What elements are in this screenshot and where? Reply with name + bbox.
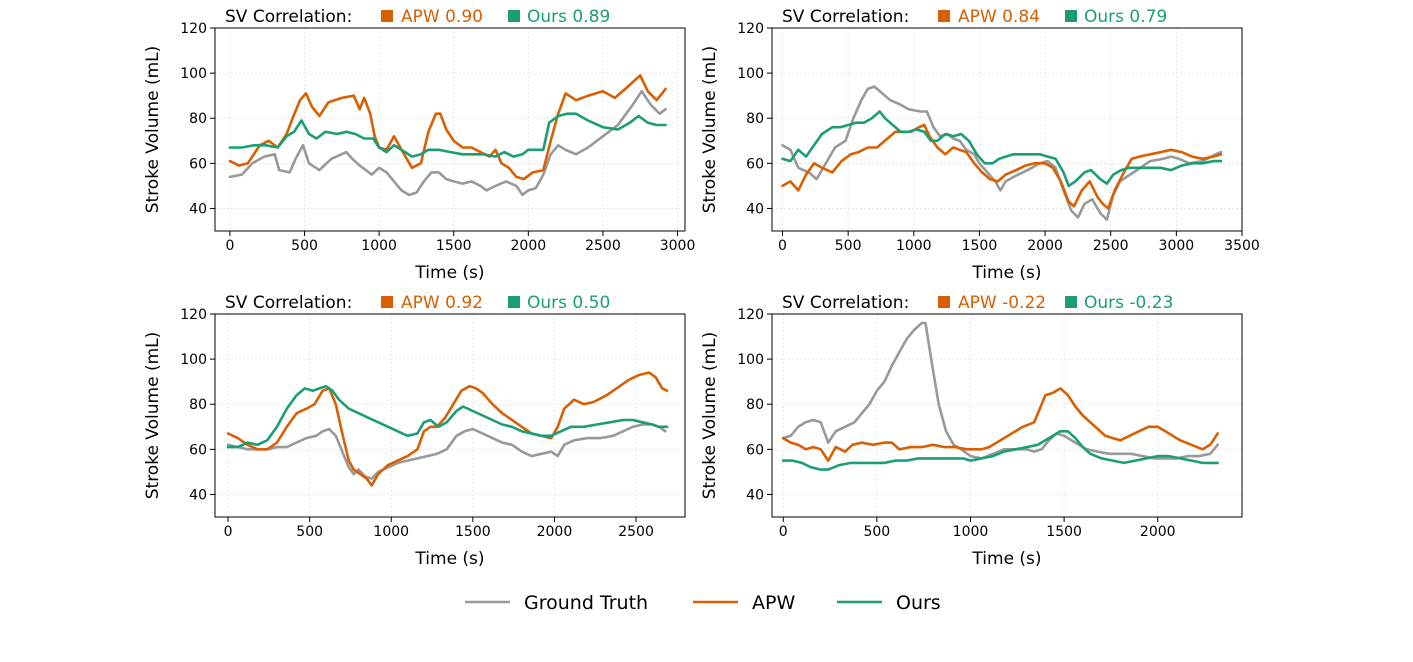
x-tick-label: 2500 (585, 238, 621, 254)
ours-corr-value: Ours 0.79 (1084, 7, 1167, 27)
x-axis-label: Time (s) (414, 549, 484, 569)
axes-frame (214, 27, 686, 232)
series-line-apw (781, 387, 1219, 462)
y-tick-label: 60 (189, 156, 207, 172)
y-axis-label: Stroke Volume (mL) (143, 332, 163, 500)
y-tick-label: 40 (189, 201, 207, 217)
ours-corr-value: Ours -0.23 (1084, 293, 1173, 313)
x-axis-label: Time (s) (971, 549, 1041, 569)
x-tick-label: 2500 (618, 524, 654, 540)
x-axis-label: Time (s) (971, 263, 1041, 283)
corr-title: SV Correlation: (225, 7, 352, 27)
x-tick-label: 0 (779, 524, 788, 540)
x-tick-label: 3000 (1159, 238, 1195, 254)
series-line-gt (226, 423, 667, 480)
y-tick-label: 60 (746, 442, 764, 458)
series-line-ours (781, 110, 1223, 188)
y-axis-label: Stroke Volume (mL) (700, 46, 720, 214)
x-tick-label: 1000 (373, 524, 409, 540)
y-axis-label: Stroke Volume (mL) (700, 332, 720, 500)
x-tick-label: 1500 (1046, 524, 1082, 540)
ours-marker-square (1065, 296, 1077, 308)
x-tick-label: 0 (225, 238, 234, 254)
apw-corr-value: APW 0.92 (401, 293, 483, 313)
panel-1: 0 500 1000 1500 2000 2500 3000 40 60 80 100 120 Time… (143, 7, 695, 283)
x-tick-label: 500 (835, 238, 862, 254)
ours-corr-value: Ours 0.89 (527, 7, 610, 27)
y-tick-label: 60 (189, 442, 207, 458)
y-axis-label: Stroke Volume (mL) (143, 46, 163, 214)
x-tick-label: 2000 (1140, 524, 1176, 540)
apw-marker-square (938, 10, 950, 22)
x-tick-label: 500 (296, 524, 323, 540)
y-tick-label: 80 (189, 111, 207, 127)
axes-frame (771, 27, 1243, 232)
y-tick-label: 40 (189, 487, 207, 503)
y-tick-label: 100 (737, 66, 764, 82)
series-line-apw (228, 74, 667, 181)
apw-marker-square (381, 296, 393, 308)
apw-marker-square (381, 10, 393, 22)
corr-title: SV Correlation: (225, 293, 352, 313)
x-tick-label: 2000 (511, 238, 547, 254)
x-tick-label: 1500 (436, 238, 472, 254)
x-tick-label: 3500 (1224, 238, 1260, 254)
y-tick-label: 60 (746, 156, 764, 172)
ours-corr-value: Ours 0.50 (527, 293, 610, 313)
apw-corr-value: APW 0.90 (401, 7, 483, 27)
x-tick-label: 500 (863, 524, 890, 540)
x-tick-label: 1000 (953, 524, 989, 540)
series-line-apw (226, 371, 669, 487)
axes-frame (214, 313, 686, 518)
x-tick-label: 1000 (361, 238, 397, 254)
ours-marker-square (1065, 10, 1077, 22)
series-line-gt (228, 89, 667, 197)
ours-marker-square (508, 296, 520, 308)
y-tick-label: 80 (746, 111, 764, 127)
series-line-gt (781, 321, 1219, 460)
x-tick-label: 2500 (1093, 238, 1129, 254)
corr-title: SV Correlation: (782, 7, 909, 27)
y-tick-label: 40 (746, 201, 764, 217)
corr-title: SV Correlation: (782, 293, 909, 313)
x-tick-label: 0 (224, 524, 233, 540)
y-tick-label: 120 (180, 307, 207, 323)
panel-3: 0 500 1000 1500 2000 2500 40 60 80 100 120 Time (s)… (143, 293, 686, 569)
y-tick-label: 100 (180, 66, 207, 82)
x-tick-label: 2000 (1027, 238, 1063, 254)
x-tick-label: 2000 (537, 524, 573, 540)
y-tick-label: 120 (737, 21, 764, 37)
apw-corr-value: APW 0.84 (958, 7, 1040, 27)
y-tick-label: 100 (737, 352, 764, 368)
x-tick-label: 1500 (962, 238, 998, 254)
apw-marker-square (938, 296, 950, 308)
x-tick-label: 1000 (896, 238, 932, 254)
legend-label-apw: APW (752, 592, 795, 614)
apw-corr-value: APW -0.22 (958, 293, 1046, 313)
y-tick-label: 80 (746, 397, 764, 413)
y-tick-label: 120 (180, 21, 207, 37)
axes-frame (771, 313, 1243, 518)
y-tick-label: 80 (189, 397, 207, 413)
legend-label-ours: Ours (896, 592, 941, 614)
series-line-ours (228, 112, 667, 158)
y-tick-label: 40 (746, 487, 764, 503)
x-axis-label: Time (s) (414, 263, 484, 283)
x-tick-label: 3000 (660, 238, 696, 254)
series-line-ours (781, 430, 1219, 471)
series-line-apw (781, 123, 1223, 210)
x-tick-label: 500 (291, 238, 318, 254)
y-tick-label: 120 (737, 307, 764, 323)
legend-label-gt: Ground Truth (524, 592, 648, 614)
panel-2: 0 500 1000 1500 2000 2500 3000 3500 40 60 80 100 120… (700, 7, 1260, 283)
ours-marker-square (508, 10, 520, 22)
series-line-ours (226, 384, 669, 449)
legend: Ground Truth APW Ours (465, 592, 941, 614)
panel-4: 0 500 1000 1500 2000 40 60 80 100 120 Time (s) Stro… (700, 293, 1243, 569)
x-tick-label: 1500 (455, 524, 491, 540)
y-tick-label: 100 (180, 352, 207, 368)
x-tick-label: 0 (778, 238, 787, 254)
